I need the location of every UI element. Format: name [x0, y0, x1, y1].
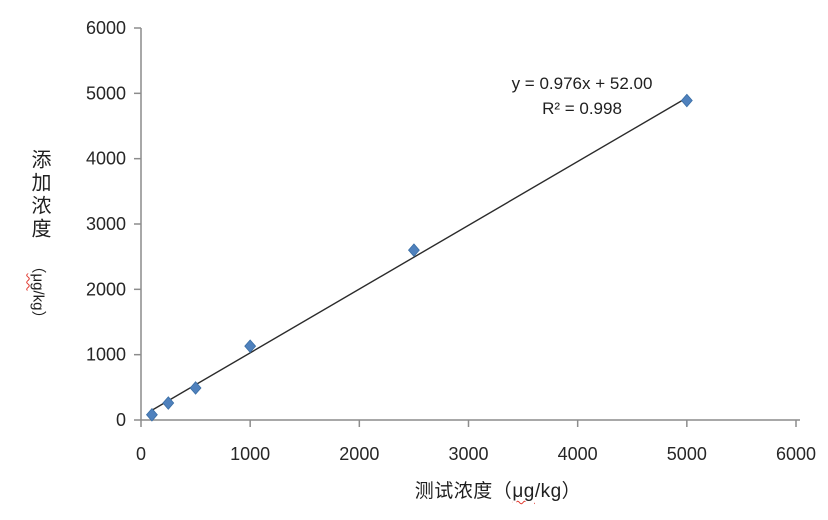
y-unit-paren-open: （: [29, 258, 47, 274]
trendline: [151, 97, 688, 411]
y-tick-label: 0: [116, 410, 126, 430]
x-tick-label: 6000: [776, 444, 816, 464]
data-point: [189, 381, 202, 395]
y-axis-unit: （μg/kg）: [28, 246, 50, 338]
trendline-annotation: y = 0.976x + 52.00 R² = 0.998: [446, 71, 718, 121]
y-axis-unit-rotated: （μg/kg）: [29, 258, 50, 325]
x-axis-title: 测试浓度（μg/kg）: [170, 476, 826, 503]
x-title-suffix: /kg）: [534, 481, 582, 502]
y-tick-label: 4000: [86, 149, 126, 169]
y-tick-label: 3000: [86, 214, 126, 234]
x-title-mu-g: μg: [512, 481, 535, 502]
x-tick-label: 1000: [230, 444, 270, 464]
y-unit-mu-g: μg: [29, 273, 47, 291]
y-tick-label: 1000: [86, 345, 126, 365]
x-tick-label: 2000: [339, 444, 379, 464]
y-tick-label: 6000: [86, 18, 126, 38]
data-point: [244, 339, 257, 353]
y-tick-label: 2000: [86, 279, 126, 299]
y-axis-title: 添加浓度 （μg/kg）: [20, 149, 58, 338]
y-tick-label: 5000: [86, 83, 126, 103]
y-axis-title-text: 添加浓度: [28, 149, 50, 241]
x-tick-label: 3000: [448, 444, 488, 464]
data-point: [680, 93, 693, 108]
data-point: [407, 243, 420, 257]
data-point: [162, 396, 175, 410]
r-squared-value: R² = 0.998: [542, 99, 622, 118]
x-tick-label: 5000: [667, 444, 707, 464]
data-point: [145, 407, 158, 422]
y-unit-suffix: /kg）: [29, 290, 47, 326]
x-title-prefix: 测试浓度（: [414, 481, 513, 502]
x-tick-label: 0: [136, 444, 146, 464]
trendline-equation: y = 0.976x + 52.00: [511, 74, 653, 93]
x-tick-label: 4000: [558, 444, 598, 464]
